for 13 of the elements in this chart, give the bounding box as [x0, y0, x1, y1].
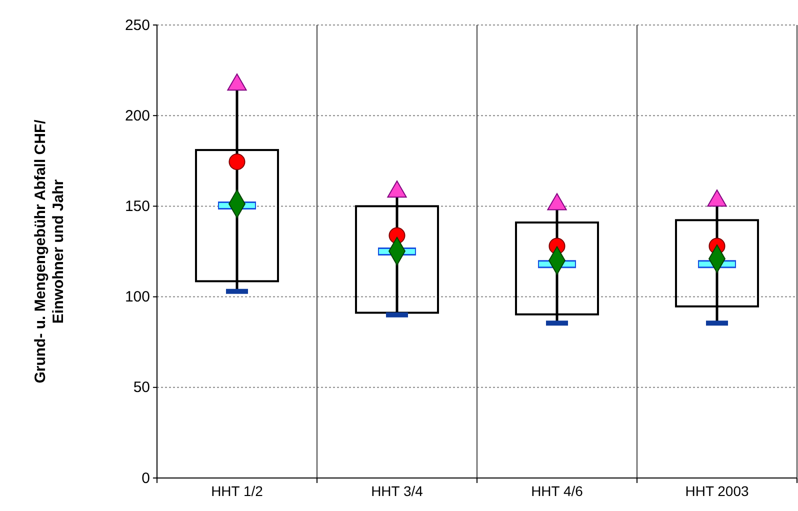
- x-tick-label: HHT 3/4: [371, 482, 424, 499]
- y-tick-label: 200: [124, 107, 150, 124]
- y-axis-title: Grund- u. Mengengebühr Abfall CHF/ Einwohner und Jahr: [32, 118, 67, 384]
- y-tick-label: 50: [133, 379, 150, 396]
- x-tick-label: HHT 4/6: [531, 482, 584, 499]
- y-tick-label: 100: [124, 288, 150, 306]
- y-tick-label: 250: [124, 16, 150, 34]
- y-tick-label: 150: [124, 198, 150, 215]
- point: [228, 154, 246, 170]
- x-tick-label: HHT 1/2: [211, 482, 264, 499]
- point: [227, 74, 247, 91]
- x-tick-label: HHT 2003: [685, 482, 749, 499]
- y-tick-label: 0: [142, 470, 150, 487]
